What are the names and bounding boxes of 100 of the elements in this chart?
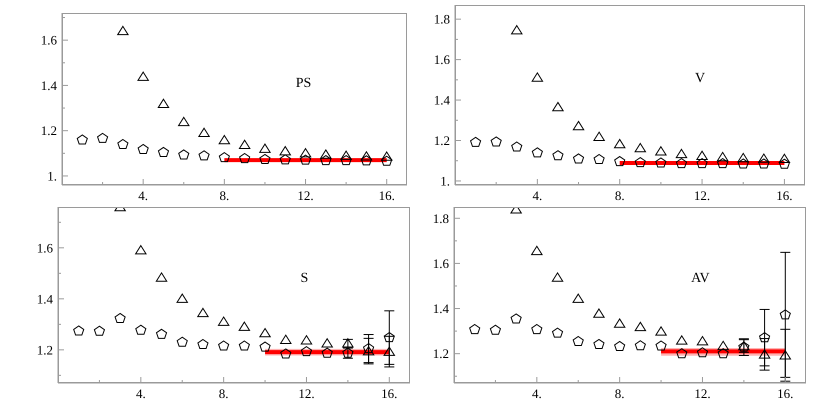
point [676, 348, 688, 358]
point [778, 158, 790, 169]
point [634, 142, 646, 152]
point [572, 294, 584, 303]
point [738, 158, 749, 169]
point [696, 150, 708, 160]
point [532, 72, 544, 82]
point [135, 245, 147, 254]
point [634, 157, 646, 168]
point [780, 309, 791, 320]
x-tick-label: 4. [532, 386, 542, 401]
point [758, 154, 770, 163]
x-tick-label: 12. [297, 188, 314, 203]
x-tick-label: 4. [138, 188, 148, 203]
point [676, 335, 688, 345]
point [114, 312, 126, 324]
point [280, 146, 291, 156]
point [300, 154, 312, 165]
point [97, 132, 108, 143]
point [572, 120, 584, 130]
point [718, 348, 729, 358]
y-tick-label: 1. [47, 168, 57, 184]
point [655, 146, 667, 156]
point [696, 158, 708, 168]
point [360, 151, 372, 161]
point [696, 336, 708, 346]
point [138, 144, 149, 154]
point [552, 328, 564, 338]
point [158, 98, 170, 108]
y-tick-label: 1.2 [36, 342, 53, 358]
point [381, 156, 392, 166]
point [260, 342, 271, 352]
y-tick-label: 1.2 [432, 346, 449, 362]
point [117, 26, 129, 36]
x-tick-label: 8. [219, 188, 230, 203]
point [758, 158, 770, 169]
point [176, 336, 188, 347]
point [321, 338, 333, 348]
point [218, 134, 230, 144]
point [178, 149, 190, 160]
point [238, 322, 250, 331]
point [614, 340, 626, 351]
point [552, 150, 564, 160]
point [655, 157, 666, 168]
point [510, 313, 522, 324]
point [197, 308, 209, 318]
point [738, 152, 749, 162]
point [780, 350, 791, 360]
annotation: AV [691, 271, 710, 288]
y-tick-label: 1.2 [434, 133, 450, 148]
x-tick-label: 4. [136, 386, 146, 401]
y-tick-label: 1.4 [434, 92, 450, 108]
x-tick-label: 8. [614, 188, 625, 203]
point [593, 308, 605, 318]
point [137, 72, 149, 81]
point [259, 328, 271, 338]
point [76, 134, 88, 145]
point [117, 138, 128, 150]
point [759, 332, 770, 342]
y-tick-label: 1.4 [40, 78, 58, 93]
point [572, 153, 584, 164]
annotation: S [300, 271, 308, 288]
point [634, 322, 646, 332]
point [238, 140, 250, 150]
y-tick-label: 1.6 [434, 52, 450, 68]
y-tick-label: 1.6 [40, 32, 58, 48]
point [300, 148, 312, 158]
x-tick-label: 16. [777, 386, 794, 401]
point [614, 138, 626, 148]
point [490, 136, 502, 146]
x-tick-label: 12. [694, 386, 711, 401]
point [239, 153, 250, 164]
point [156, 272, 168, 282]
point [552, 272, 564, 282]
point [572, 336, 584, 346]
y-tick-label: 1.6 [432, 256, 450, 271]
point [218, 152, 230, 162]
point [178, 116, 190, 126]
point [340, 150, 352, 160]
y-tick-label: 1.4 [432, 301, 450, 316]
annotation: PS [296, 76, 312, 92]
point [614, 156, 626, 166]
x-tick-label: 8. [614, 386, 625, 401]
point [198, 150, 210, 160]
point [300, 335, 312, 344]
y-tick-label: 1.4 [36, 291, 54, 306]
point [676, 158, 688, 168]
x-tick-label: 4. [532, 188, 542, 203]
point [717, 340, 729, 350]
point [322, 348, 333, 358]
point [717, 158, 728, 168]
y-tick-label: 1.6 [36, 240, 54, 256]
point [218, 316, 230, 326]
point [511, 25, 522, 34]
point [73, 325, 84, 336]
point [218, 340, 230, 351]
point [531, 324, 542, 334]
point [280, 348, 292, 358]
point [320, 155, 332, 166]
point [176, 294, 188, 303]
